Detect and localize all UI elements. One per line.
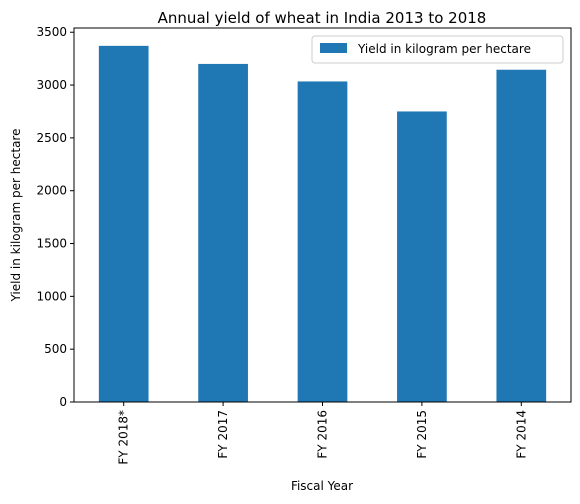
- bars-group: [98, 45, 547, 403]
- x-tick-label-2: FY 2016: [316, 410, 330, 459]
- bar-2: [297, 81, 348, 403]
- y-tick-label-4: 2000: [36, 184, 67, 198]
- chart-title: Annual yield of wheat in India 2013 to 2…: [158, 9, 487, 27]
- legend-label: Yield in kilogram per hectare: [357, 42, 531, 56]
- bar-0: [98, 45, 149, 402]
- x-tick-label-3: FY 2015: [415, 410, 429, 459]
- legend-frame: [311, 35, 564, 64]
- plot-area-frame: [73, 27, 572, 403]
- y-tick-label-5: 2500: [36, 131, 67, 145]
- y-tick-label-1: 500: [44, 342, 67, 356]
- y-tick-label-7: 3500: [36, 25, 67, 39]
- x-axis-label: Fiscal Year: [291, 479, 353, 493]
- bar-4: [496, 69, 547, 402]
- y-tick-label-2: 1000: [36, 289, 67, 303]
- y-axis-ticks: 0 500 1000 1500 2000 2500 3000 3500: [36, 25, 74, 409]
- bar-1: [198, 63, 248, 403]
- y-axis-label: Yield in kilogram per hectare: [9, 129, 23, 303]
- y-tick-label-0: 0: [59, 395, 67, 409]
- y-tick-label-6: 3000: [36, 78, 67, 92]
- bar-3: [397, 111, 447, 403]
- legend-swatch: [320, 43, 347, 53]
- x-axis-ticks: FY 2018* FY 2017 FY 2016 FY 2015 FY 2014: [117, 402, 528, 465]
- legend: Yield in kilogram per hectare: [311, 35, 564, 64]
- x-tick-label-0: FY 2018*: [117, 410, 131, 465]
- y-tick-label-3: 1500: [36, 237, 67, 251]
- x-tick-label-1: FY 2017: [216, 410, 230, 459]
- x-tick-label-4: FY 2014: [514, 410, 528, 459]
